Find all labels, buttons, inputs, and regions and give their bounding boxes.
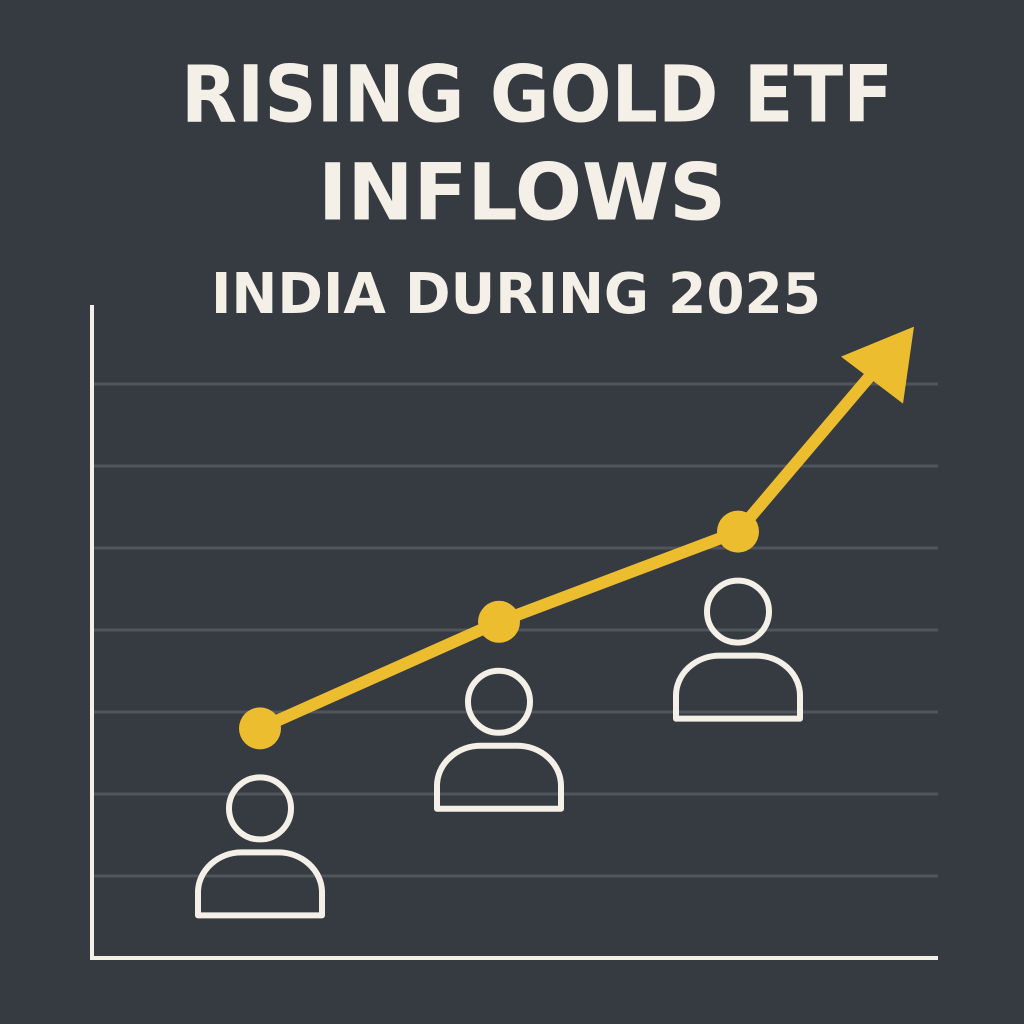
person-icon <box>434 667 564 812</box>
person-head <box>226 774 294 843</box>
arrow-head <box>841 326 914 404</box>
axes <box>90 305 938 960</box>
person-body <box>673 652 803 722</box>
point <box>717 510 759 553</box>
chart-subtitle: INDIA DURING 2025 <box>211 262 821 327</box>
plot <box>195 326 914 919</box>
point <box>478 600 520 643</box>
chart-title: INFLOWS <box>318 148 726 238</box>
point <box>239 707 281 750</box>
person-body <box>195 849 325 919</box>
arrow-shaft <box>732 360 884 538</box>
chart-title: RISING GOLD ETF <box>181 50 893 140</box>
person-icon <box>673 577 803 722</box>
person-body <box>434 742 564 812</box>
person-head <box>704 577 772 646</box>
person-icon <box>195 774 325 919</box>
person-head <box>465 667 533 736</box>
